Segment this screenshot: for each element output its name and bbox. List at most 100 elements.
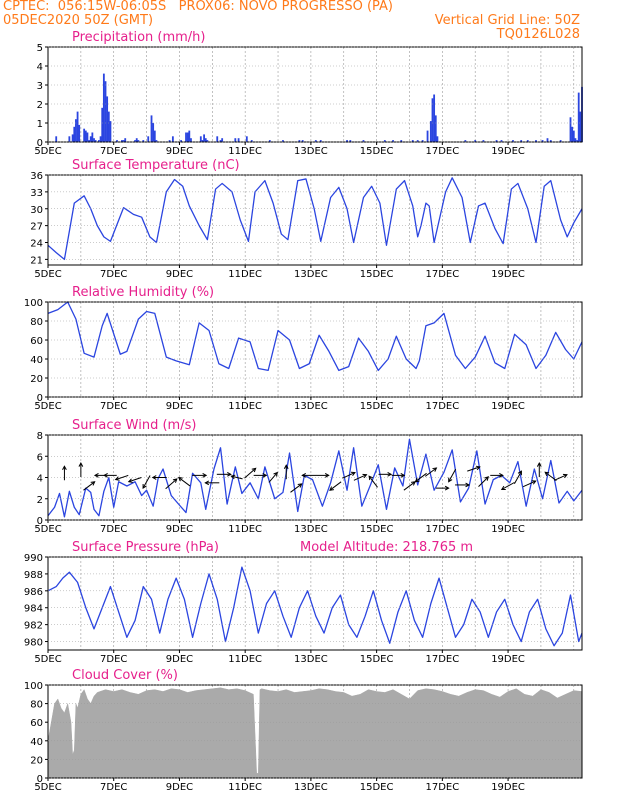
precip-bar [152, 123, 155, 142]
precip-bar [234, 138, 237, 142]
precip-bar [142, 140, 145, 142]
precip-bar [98, 140, 100, 142]
x-tick-label: 19DEC [491, 524, 525, 535]
run-datetime: 05DEC2020 50Z (GMT) [3, 13, 154, 28]
x-tick-label: 11DEC [228, 146, 262, 157]
precip-bar [84, 130, 87, 142]
wind-arrow-head [262, 473, 268, 478]
precip-bar [88, 140, 90, 142]
precip-bar [383, 140, 386, 142]
x-tick-label: 17DEC [425, 782, 459, 793]
x-tick-label: 17DEC [425, 654, 459, 665]
x-tick-label: 19DEC [491, 146, 525, 157]
precip-bar [221, 138, 224, 142]
y-tick-label: 36 [30, 171, 43, 182]
y-tick-label: 2 [37, 100, 43, 111]
wind-arrow-head [202, 473, 208, 478]
x-tick-label: 19DEC [491, 654, 525, 665]
y-tick-label: 990 [24, 553, 43, 564]
precip-bar [106, 96, 109, 142]
x-tick-label: 5DEC [34, 401, 61, 412]
wind-arrow [231, 475, 243, 480]
x-tick-label: 19DEC [491, 782, 525, 793]
y-tick-label: 60 [30, 718, 43, 729]
y-tick-label: 24 [30, 239, 43, 250]
precip-bar [206, 140, 209, 142]
wind-arrow-head [387, 471, 393, 477]
precip-bar [94, 140, 97, 142]
wind-arrow-head [562, 473, 568, 479]
precip-bar [153, 130, 156, 142]
precip-bar [137, 140, 140, 142]
precip-bar [122, 140, 125, 142]
precip-bar [102, 73, 105, 142]
wind-arrow [368, 475, 378, 488]
precip-bar [464, 140, 467, 142]
x-tick-label: 17DEC [425, 146, 459, 157]
y-tick-label: 100 [24, 298, 43, 309]
precip-bar [219, 140, 222, 142]
precip-bar [411, 140, 414, 142]
cloud-area [47, 687, 583, 779]
y-tick-label: 21 [30, 255, 43, 266]
precip-bar [245, 136, 248, 142]
wind-arrow-head [484, 476, 490, 481]
precip-bar [116, 140, 118, 142]
precip-bar [121, 140, 123, 142]
x-tick-label: 13DEC [294, 782, 328, 793]
panel-title: Surface Temperature (nC) [72, 158, 240, 173]
panel-title: Relative Humidity (%) [72, 285, 214, 300]
wind-arrow-head [251, 467, 257, 473]
wind-arrow [268, 472, 278, 483]
wind-arrow [403, 481, 416, 491]
y-tick-label: 984 [24, 604, 43, 615]
precip-bar [135, 138, 138, 142]
wind-arrow-head [172, 478, 178, 483]
y-tick-label: 80 [30, 700, 43, 711]
x-tick-label: 11DEC [228, 782, 262, 793]
precip-bar [201, 140, 204, 142]
precip-bar [99, 136, 102, 142]
x-tick-label: 7DEC [100, 146, 127, 157]
x-tick-label: 17DEC [425, 401, 459, 412]
y-tick-label: 1 [37, 119, 43, 130]
wind-arrow-head [324, 473, 330, 478]
wind-arrow [178, 477, 191, 487]
precip-bar [282, 140, 284, 142]
precip-bar [83, 128, 86, 142]
panel-title: Cloud Cover (%) [72, 668, 178, 683]
y-tick-label: 20 [30, 755, 43, 766]
x-tick-label: 7DEC [100, 782, 127, 793]
precip-bar [190, 138, 192, 142]
wind-arrow [115, 474, 129, 481]
wind-arrow-head [142, 484, 147, 489]
precip-bar [500, 140, 503, 142]
wind-arrow [128, 477, 142, 483]
precip-bar [237, 138, 240, 142]
x-tick-label: 7DEC [100, 269, 127, 280]
y-tick-label: 3 [37, 81, 43, 92]
series-line [47, 438, 583, 518]
x-tick-label: 5DEC [34, 269, 61, 280]
wind-arrow-head [151, 475, 157, 480]
wind-arrow [353, 474, 367, 481]
wind-arrow-head [475, 465, 481, 471]
x-tick-label: 15DEC [360, 782, 394, 793]
precip-bar [124, 138, 127, 142]
y-tick-label: 2 [37, 495, 43, 506]
wind-arrow [554, 474, 568, 481]
x-tick-label: 9DEC [166, 401, 193, 412]
y-tick-label: 5 [37, 43, 43, 54]
precip-bar [549, 140, 552, 142]
precip-bar [93, 138, 95, 142]
precip-bar [436, 136, 439, 142]
wind-arrow-head [93, 473, 99, 478]
wind-arrow [142, 475, 151, 489]
x-tick-label: 15DEC [360, 146, 394, 157]
wind-arrow [83, 481, 95, 491]
x-tick-label: 9DEC [166, 269, 193, 280]
x-tick-label: 13DEC [294, 524, 328, 535]
wind-arrow [544, 471, 557, 482]
precip-bar [268, 140, 271, 142]
